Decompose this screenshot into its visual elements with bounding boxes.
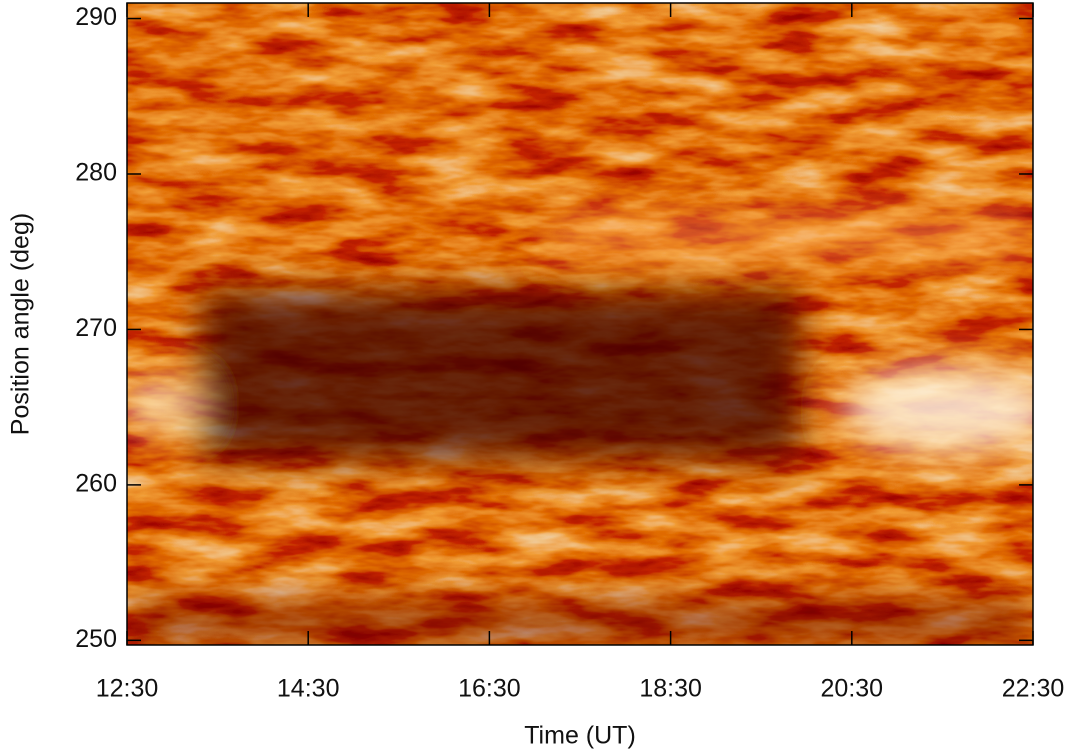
y-tick-label: 280: [75, 159, 117, 187]
x-tick-label: 20:30: [821, 675, 884, 703]
x-axis-label: Time (UT): [524, 722, 636, 750]
y-tick-label: 290: [75, 3, 117, 31]
x-tick-label: 16:30: [458, 675, 521, 703]
plot-frame: [126, 2, 1034, 646]
y-axis-label: Position angle (deg): [7, 213, 35, 435]
x-tick-label: 22:30: [1002, 675, 1065, 703]
y-tick-label: 260: [75, 469, 117, 497]
y-tick-label: 270: [75, 314, 117, 342]
heatmap-image: [127, 3, 1033, 645]
x-tick-label: 12:30: [96, 675, 159, 703]
x-tick-label: 14:30: [277, 675, 340, 703]
y-tick-label: 250: [75, 625, 117, 653]
x-tick-label: 18:30: [639, 675, 702, 703]
